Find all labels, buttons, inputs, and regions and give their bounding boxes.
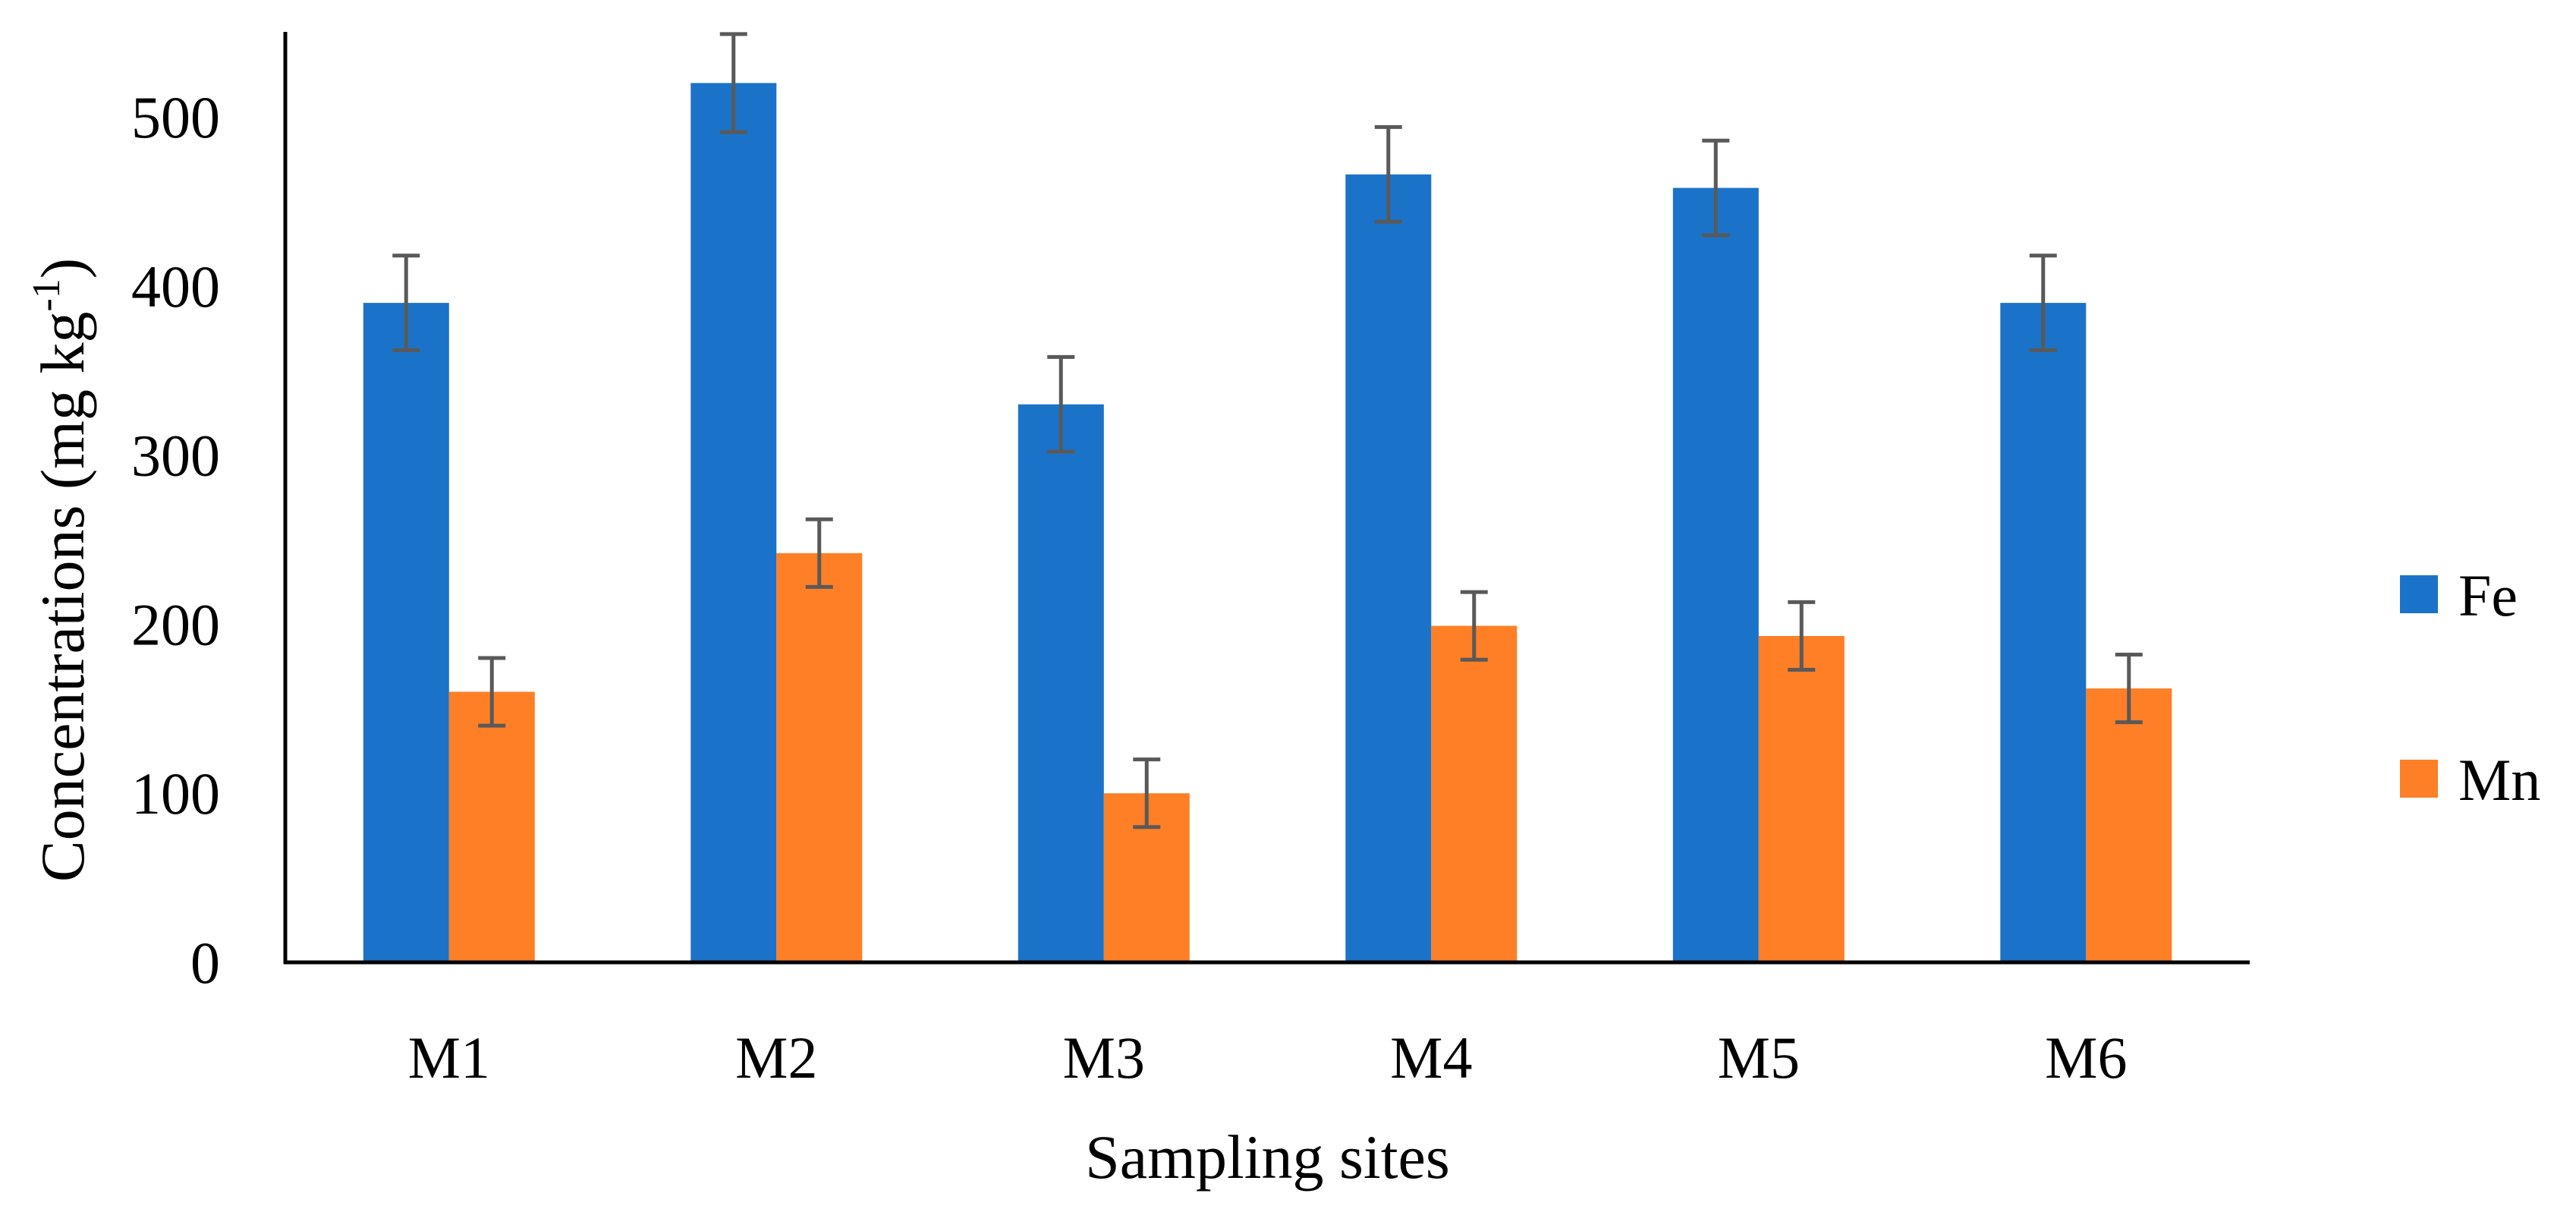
x-tick-label-m3: M3 [1063, 1025, 1145, 1091]
error-bars-layer [392, 32, 2143, 830]
error-bar-mn-m2 [805, 517, 833, 589]
y-tick-label-500: 500 [131, 84, 220, 150]
bar-mn-m5 [1758, 636, 1845, 962]
error-bar-mn-m4 [1460, 590, 1488, 662]
y-tick-label-100: 100 [131, 760, 220, 826]
y-axis-title-suffix: ) [28, 258, 97, 279]
y-tick-label-200: 200 [131, 591, 220, 657]
legend-item-mn: Mn [2400, 747, 2540, 813]
bar-fe-m1 [363, 303, 449, 963]
legend-swatch-mn [2400, 760, 2438, 798]
error-bar-mn-m5 [1788, 600, 1816, 672]
error-bar-fe-m1 [392, 253, 420, 352]
bar-fe-m4 [1345, 174, 1432, 962]
error-bar-fe-m5 [1702, 138, 1730, 238]
legend-item-fe: Fe [2400, 562, 2518, 628]
legend-label-fe: Fe [2458, 562, 2518, 628]
x-axis-title: Sampling sites [1085, 1122, 1450, 1192]
x-tick-label-m5: M5 [1718, 1025, 1800, 1091]
x-tick-label-m2: M2 [735, 1025, 817, 1091]
error-bar-fe-m6 [2029, 253, 2057, 352]
error-bar-fe-m2 [719, 32, 747, 134]
y-axis-title-superscript: -1 [25, 279, 68, 311]
bar-fe-m6 [2000, 303, 2087, 963]
y-axis-title-main: Concentrations (mg kg [28, 312, 97, 883]
error-bar-mn-m1 [478, 656, 506, 728]
y-tick-label-300: 300 [131, 423, 220, 489]
bar-mn-m2 [776, 553, 863, 962]
legend: Fe Mn [2400, 562, 2540, 813]
error-bar-fe-m4 [1374, 124, 1402, 224]
x-tick-label-m1: M1 [408, 1025, 490, 1091]
bar-mn-m6 [2086, 688, 2172, 962]
error-bar-mn-m6 [2115, 653, 2143, 725]
error-bar-fe-m3 [1047, 354, 1075, 454]
x-tick-label-m6: M6 [2045, 1025, 2127, 1091]
x-tick-label-m4: M4 [1390, 1025, 1472, 1091]
bar-mn-m1 [448, 691, 535, 962]
axes-layer [283, 32, 2250, 965]
bar-fe-m2 [690, 83, 777, 962]
y-axis-title: Concentrations (mg kg-1) [25, 258, 97, 882]
y-tick-label-400: 400 [131, 253, 220, 320]
bar-mn-m4 [1431, 625, 1518, 962]
legend-label-mn: Mn [2458, 747, 2540, 813]
bars-layer [363, 83, 2172, 963]
legend-swatch-fe [2400, 575, 2438, 613]
bar-fe-m5 [1672, 187, 1759, 963]
bar-fe-m3 [1018, 404, 1104, 962]
y-tick-label-0: 0 [190, 930, 220, 996]
error-bar-mn-m3 [1133, 757, 1161, 830]
y-tick-labels: 0 100 200 300 400 500 [131, 84, 220, 996]
x-tick-labels: M1 M2 M3 M4 M5 M6 [408, 1025, 2128, 1091]
